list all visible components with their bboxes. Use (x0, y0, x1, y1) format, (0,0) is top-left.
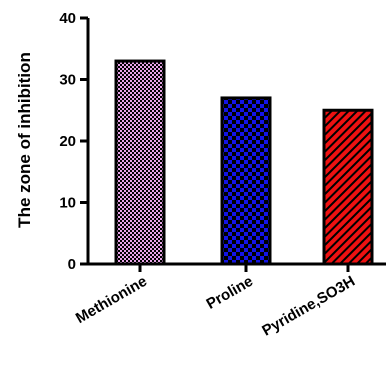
y-axis-title: The zone of inhibition (15, 52, 34, 228)
y-tick-label: 30 (59, 72, 76, 89)
x-category-label: Proline (203, 273, 256, 313)
y-tick-label: 20 (59, 133, 76, 150)
x-category-label: Pyridine,SO3H (259, 273, 358, 340)
y-tick-label: 10 (59, 195, 76, 212)
bar-methionine (114, 59, 166, 266)
bar-proline (220, 96, 272, 266)
x-category-label: Methionine (73, 273, 150, 327)
bars (114, 59, 374, 266)
y-tick-label: 40 (59, 10, 76, 27)
y-ticks: 0 10 20 30 40 (59, 10, 88, 273)
y-tick-label: 0 (68, 256, 76, 273)
bar-pyridine-so3h (322, 108, 374, 266)
x-categories: Methionine Proline Pyridine,SO3H (73, 264, 358, 340)
